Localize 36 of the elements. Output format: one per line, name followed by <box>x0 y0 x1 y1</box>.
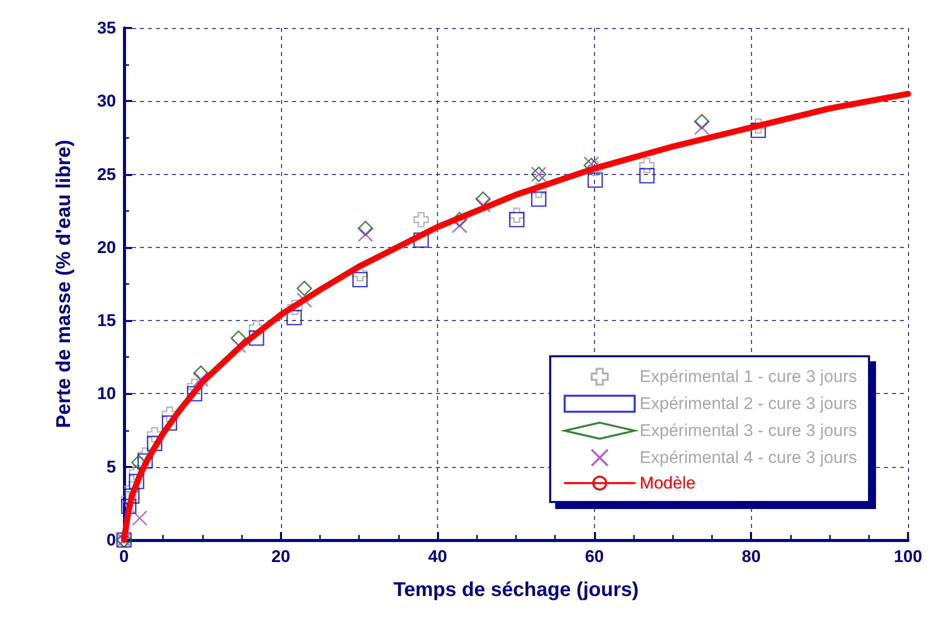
legend-label: Expérimental 3 - cure 3 jours <box>640 421 858 440</box>
point <box>128 474 144 490</box>
y-tick-label: 15 <box>97 311 116 330</box>
point <box>639 158 655 174</box>
legend-label: Expérimental 4 - cure 3 jours <box>640 448 858 468</box>
legend-label: Expérimental 1 - cure 3 jours <box>640 367 858 386</box>
point <box>694 120 710 136</box>
point <box>352 272 368 288</box>
legend-label: Expérimental 2 - cure 3 jours <box>640 394 858 414</box>
legend-label: Modèle <box>640 474 696 493</box>
x-tick-label: 60 <box>584 547 604 566</box>
y-tick-label: 5 <box>106 457 116 476</box>
y-tick-label: 10 <box>97 384 116 404</box>
y-tick-label: 20 <box>97 238 116 257</box>
x-tick-label: 0 <box>119 547 129 566</box>
point <box>588 172 603 188</box>
y-axis-title: Perte de masse (% d'eau libre) <box>53 140 75 428</box>
point <box>639 168 655 184</box>
y-tick-label: 25 <box>97 164 116 184</box>
point <box>509 212 524 228</box>
x-tick-label: 20 <box>271 547 290 566</box>
point <box>358 220 374 236</box>
point <box>413 212 429 228</box>
y-tick-label: 30 <box>97 92 116 111</box>
x-tick-label: 80 <box>742 547 761 566</box>
point <box>132 510 148 526</box>
point <box>694 114 710 130</box>
point <box>296 280 312 296</box>
point <box>475 192 491 207</box>
x-tick-label: 100 <box>894 547 922 566</box>
x-tick-label: 40 <box>428 547 448 566</box>
y-tick-label: 0 <box>106 530 116 550</box>
y-tick-label: 35 <box>97 18 116 38</box>
point <box>358 226 374 242</box>
x-axis-title: Temps de séchage (jours) <box>393 579 639 601</box>
point <box>531 192 546 207</box>
